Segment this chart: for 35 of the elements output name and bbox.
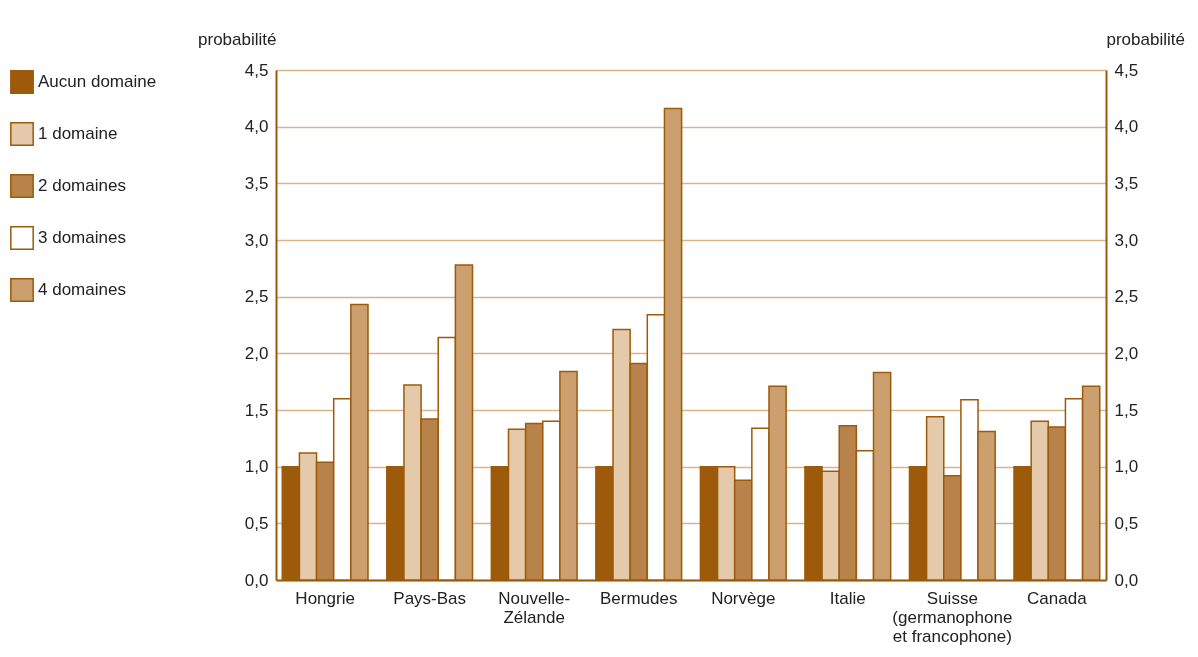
y2-tick-label: 4,0 [1114,117,1139,137]
legend-label: Aucun domaine [38,72,157,91]
x-tick-label: Hongrie [295,588,355,608]
y2-tick-label: 1,5 [1114,400,1139,420]
y-tick-label: 4,0 [244,117,269,137]
y-axis-title: probabilité [198,29,277,49]
y-tick-label: 1,5 [244,400,269,420]
y2-tick-label: 3,0 [1114,230,1139,250]
y2-axis-title: probabilité [1106,29,1185,49]
x-tick-label: Canada [1027,588,1088,608]
y-tick-label: 2,0 [244,343,269,363]
x-tick-label: Nouvelle- Zélande [498,588,571,627]
x-tick-label: Norvège [711,588,776,608]
x-tick-label: Italie [829,588,866,608]
y2-tick-label: 1,0 [1114,457,1139,477]
y-tick-label: 0,5 [244,513,269,533]
x-tick-label: Suisse (germanophone et francophone) [892,588,1013,646]
legend-label: 4 domaines [38,280,126,299]
y-tick-label: 3,0 [244,230,269,250]
y2-tick-label: 2,5 [1114,287,1139,307]
legend-label: 2 domaines [38,176,126,195]
y-tick-label: 2,5 [244,287,269,307]
y2-tick-label: 0,0 [1114,570,1139,590]
y-tick-label: 3,5 [244,173,269,193]
legend-label: 3 domaines [38,228,126,247]
x-tick-label: Bermudes [599,588,678,608]
y2-tick-label: 3,5 [1114,173,1139,193]
y2-tick-label: 4,5 [1114,60,1139,80]
y-tick-label: 0,0 [244,570,269,590]
y-tick-label: 4,5 [244,60,269,80]
x-tick-label: Pays-Bas [393,588,467,608]
legend-label: 1 domaine [38,124,118,143]
y-tick-label: 1,0 [244,457,269,477]
y2-tick-label: 2,0 [1114,343,1139,363]
y2-tick-label: 0,5 [1114,513,1139,533]
